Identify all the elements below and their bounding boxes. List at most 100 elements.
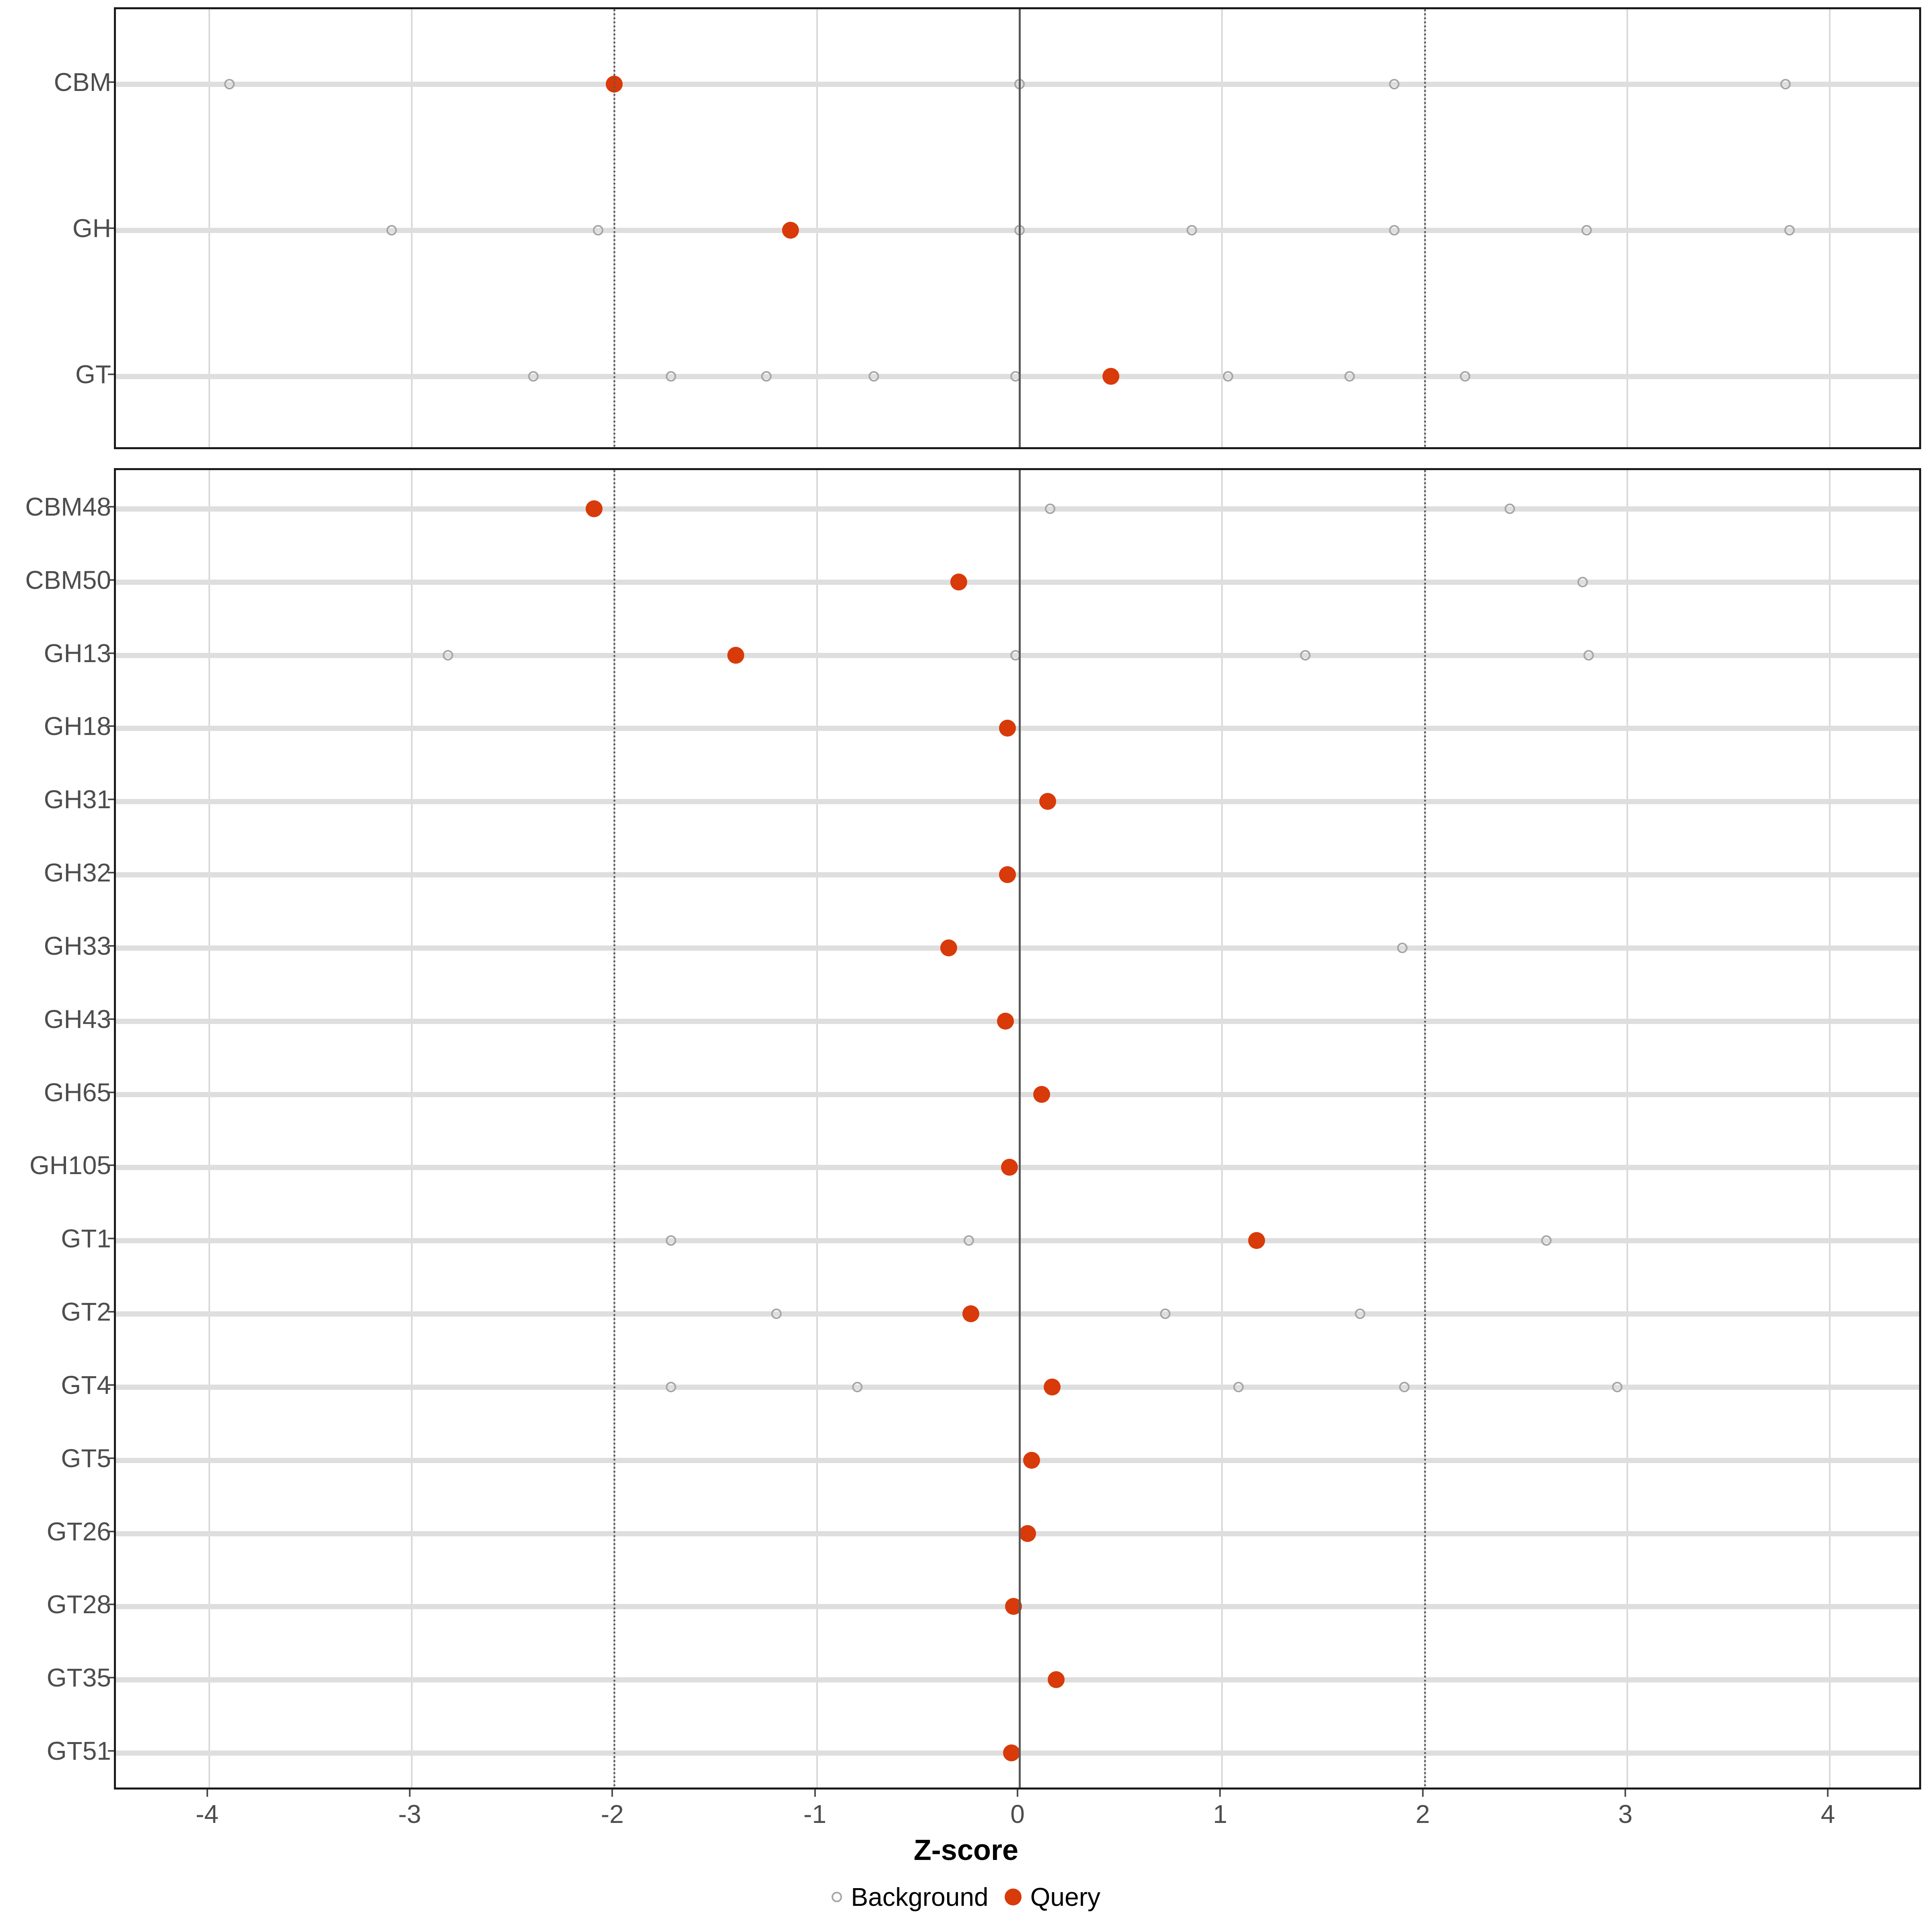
open-circle-icon <box>832 1892 842 1902</box>
x-axis-tick <box>1827 1790 1829 1797</box>
background-point[interactable] <box>1577 576 1588 587</box>
query-point[interactable] <box>1001 1159 1018 1176</box>
query-point[interactable] <box>1033 1086 1051 1103</box>
x-axis-tick-label: -4 <box>196 1800 219 1829</box>
reference-line-zero <box>1019 470 1021 1788</box>
x-axis-tick-label: -1 <box>803 1800 827 1829</box>
background-point[interactable] <box>1354 1309 1365 1319</box>
background-point[interactable] <box>1399 1381 1410 1392</box>
background-point[interactable] <box>1541 1235 1552 1246</box>
query-point[interactable] <box>997 1012 1014 1030</box>
y-axis-tick <box>108 1604 114 1606</box>
y-axis-label-gh65: GH65 <box>43 1077 111 1107</box>
x-axis-tick <box>1219 1790 1221 1797</box>
y-axis-label-gh33: GH33 <box>43 931 111 960</box>
column-gridline <box>411 470 413 1788</box>
y-axis-tick <box>108 799 114 801</box>
query-point[interactable] <box>1039 793 1057 810</box>
query-point[interactable] <box>1047 1671 1065 1688</box>
background-point[interactable] <box>1397 942 1408 953</box>
x-axis-tick <box>814 1790 816 1797</box>
y-axis-tick <box>108 1091 114 1093</box>
column-gridline <box>1627 470 1629 1788</box>
y-axis-label-cbm50: CBM50 <box>25 565 111 594</box>
y-axis-tick <box>108 1164 114 1166</box>
query-point[interactable] <box>1043 1378 1061 1395</box>
column-gridline <box>208 470 210 1788</box>
query-point[interactable] <box>999 866 1016 883</box>
column-gridline <box>1829 470 1831 1788</box>
background-point[interactable] <box>1186 225 1197 235</box>
query-point[interactable] <box>1019 1525 1036 1542</box>
y-axis-label-gt28: GT28 <box>46 1590 111 1619</box>
background-point[interactable] <box>528 371 539 382</box>
background-point[interactable] <box>1612 1381 1622 1392</box>
background-point[interactable] <box>1044 503 1055 514</box>
background-point[interactable] <box>1784 225 1795 235</box>
row-gridline <box>116 726 1919 731</box>
background-point[interactable] <box>224 79 235 90</box>
background-point[interactable] <box>1780 79 1791 90</box>
query-point[interactable] <box>727 646 745 664</box>
background-point[interactable] <box>1389 79 1400 90</box>
y-axis-tick <box>108 1750 114 1752</box>
query-point[interactable] <box>1003 1744 1020 1762</box>
legend-label-query: Query <box>1030 1882 1100 1911</box>
x-axis-title: Z-score <box>913 1834 1019 1866</box>
background-point[interactable] <box>443 650 454 661</box>
x-axis-tick <box>409 1790 411 1797</box>
query-point[interactable] <box>782 222 799 239</box>
query-point[interactable] <box>585 500 603 517</box>
background-point[interactable] <box>771 1309 782 1319</box>
query-point[interactable] <box>962 1305 980 1323</box>
y-axis-label-gh18: GH18 <box>43 712 111 741</box>
y-axis-tick <box>108 945 114 947</box>
query-point[interactable] <box>999 720 1016 737</box>
row-gridline <box>116 579 1919 585</box>
x-axis-tick-label: -3 <box>398 1800 421 1829</box>
background-point[interactable] <box>1460 371 1471 382</box>
legend-item-background[interactable]: Background <box>832 1882 989 1912</box>
column-gridline <box>1221 470 1223 1788</box>
background-point[interactable] <box>1300 650 1311 661</box>
background-point[interactable] <box>666 1381 677 1392</box>
x-axis-tick <box>611 1790 613 1797</box>
background-point[interactable] <box>1160 1309 1171 1319</box>
background-point[interactable] <box>666 371 677 382</box>
filled-circle-icon <box>1004 1889 1022 1905</box>
x-axis-tick-label: 1 <box>1213 1800 1228 1829</box>
y-axis-label-gh: GH <box>72 214 111 243</box>
legend-item-query[interactable]: Query <box>1004 1882 1100 1912</box>
y-axis-tick <box>108 227 114 229</box>
background-point[interactable] <box>592 225 603 235</box>
background-point[interactable] <box>964 1235 974 1246</box>
y-axis-label-gt1: GT1 <box>61 1224 111 1253</box>
background-point[interactable] <box>1389 225 1400 235</box>
background-point[interactable] <box>761 371 772 382</box>
query-point[interactable] <box>1023 1451 1040 1469</box>
y-axis-label-gt2: GT2 <box>61 1297 111 1327</box>
y-axis-tick <box>108 81 114 83</box>
query-point[interactable] <box>950 573 967 590</box>
y-axis-tick <box>108 506 114 508</box>
background-point[interactable] <box>1344 371 1355 382</box>
background-point[interactable] <box>1505 503 1515 514</box>
x-axis-tick-label: -2 <box>601 1800 624 1829</box>
y-axis-label-gt: GT <box>75 359 111 389</box>
y-axis-label-cbm: CBM <box>54 68 111 97</box>
query-point[interactable] <box>940 939 957 956</box>
background-point[interactable] <box>666 1235 677 1246</box>
reference-line-zero <box>1019 9 1021 447</box>
query-point[interactable] <box>1102 367 1119 385</box>
background-point[interactable] <box>1583 650 1594 661</box>
x-axis-tick-label: 3 <box>1618 1800 1633 1829</box>
background-point[interactable] <box>1581 225 1592 235</box>
background-point[interactable] <box>1223 371 1234 382</box>
row-gridline <box>116 1018 1919 1024</box>
background-point[interactable] <box>1233 1381 1244 1392</box>
background-point[interactable] <box>852 1381 863 1392</box>
row-gridline <box>116 1311 1919 1317</box>
query-point[interactable] <box>1248 1232 1265 1249</box>
background-point[interactable] <box>386 225 397 235</box>
background-point[interactable] <box>868 371 879 382</box>
